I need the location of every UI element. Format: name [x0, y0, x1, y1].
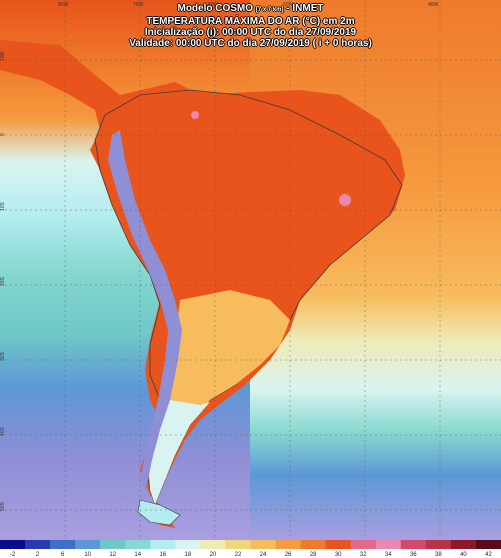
colorbar-tick-label: -2: [10, 552, 16, 558]
latitude-labels: 10N 0 10S 20S 30S 40S 50S: [0, 51, 6, 511]
lat-label: 30S: [0, 351, 6, 361]
lat-label: 20S: [0, 276, 6, 286]
hotspot-north: [191, 111, 199, 119]
lat-label: 50S: [0, 501, 6, 511]
lon-label: 60W: [208, 2, 219, 8]
lat-label: 10N: [0, 51, 6, 61]
temperature-colorbar: -2 2 6 10 12 14 16 18 20 22 24 26 28 30 32 34 36 38 40 42: [0, 540, 501, 558]
colorbar-tick-label: 16: [159, 552, 166, 558]
colorbar-tick-label: 6: [61, 552, 65, 558]
colorbar-tick-label: 10: [84, 552, 91, 558]
colorbar-swatch: [275, 540, 302, 549]
lon-label: 80W: [58, 2, 69, 8]
colorbar-swatch: [200, 540, 226, 549]
colorbar-tick-label: 30: [335, 552, 342, 558]
colorbar-swatch: [400, 540, 427, 549]
colorbar-tick-label: 28: [310, 552, 317, 558]
model-resolution: [7 x 7 km]: [255, 7, 284, 13]
lon-label: 70W: [133, 2, 144, 8]
colorbar-tick-label: 24: [260, 552, 267, 558]
colorbar-tick-label: 22: [235, 552, 242, 558]
colorbar-tick-label: 36: [410, 552, 417, 558]
title-line-valid: Validade: 00:00 UTC do dia 27/09/2019 ( …: [129, 38, 372, 49]
tierra-del-fuego: [137, 499, 181, 526]
colorbar-tick-label: 42: [485, 552, 492, 558]
colorbar-tick-label: 2: [36, 552, 40, 558]
graticule: [0, 0, 501, 540]
model-source: - INMET: [283, 3, 324, 14]
colorbar-swatch: [175, 540, 201, 549]
colorbar-tick-label: 20: [210, 552, 217, 558]
lon-label: 40W: [428, 2, 439, 8]
patagonia-zone: [148, 400, 210, 505]
colorbar-tick-label: 12: [109, 552, 116, 558]
colorbar-swatch: [250, 540, 277, 549]
title-line-variable: TEMPERATURA MÁXIMA DO AR (°C) em 2m: [146, 16, 355, 27]
model-name: Modelo COSMO: [177, 3, 254, 14]
colorbar-swatch: [450, 540, 477, 549]
colorbar-swatch: [475, 540, 501, 549]
title-line-init: Inicialização (i): 00:00 UTC do dia 27/0…: [144, 27, 357, 38]
colorbar-tick-label: 32: [360, 552, 367, 558]
hotspot-northeast: [339, 194, 351, 206]
colorbar-swatch: [150, 540, 176, 549]
colorbar-swatch: [75, 540, 101, 549]
colorbar-swatch: [0, 540, 26, 549]
lat-label: 40S: [0, 426, 6, 436]
colorbar-tick-label: 34: [385, 552, 392, 558]
colorbar-swatch: [325, 540, 352, 549]
lon-label: 50W: [283, 2, 294, 8]
temperature-map: 80W 70W 60W 50W 40W 10N 0 10S 20S 30S 40…: [0, 0, 501, 540]
andes-cold-strip: [108, 130, 182, 490]
colorbar-tick-label: 18: [185, 552, 192, 558]
longitude-labels: 80W 70W 60W 50W 40W: [58, 2, 439, 8]
colorbar-swatch: [125, 540, 151, 549]
colorbar-swatch: [225, 540, 251, 549]
colorbar-swatch: [425, 540, 452, 549]
colorbar-swatch: [100, 540, 126, 549]
colorbar-tick-label: 14: [134, 552, 141, 558]
colorbar-swatch: [50, 540, 76, 549]
colorbar-tick-label: 40: [460, 552, 467, 558]
colorbar-swatch: [375, 540, 402, 549]
title-line-model: Modelo COSMO [7 x 7 km] - INMET: [0, 3, 501, 16]
map-title-block: Modelo COSMO [7 x 7 km] - INMET TEMPERAT…: [0, 3, 501, 49]
lat-label: 0: [0, 133, 6, 136]
colorbar-tick-label: 38: [435, 552, 442, 558]
lat-label: 10S: [0, 201, 6, 211]
southern-cone-warm-zone: [160, 290, 290, 480]
colorbar-tick-label: 26: [285, 552, 292, 558]
colorbar-swatch: [300, 540, 327, 549]
colorbar-swatch: [350, 540, 377, 549]
colorbar-swatch: [25, 540, 51, 549]
